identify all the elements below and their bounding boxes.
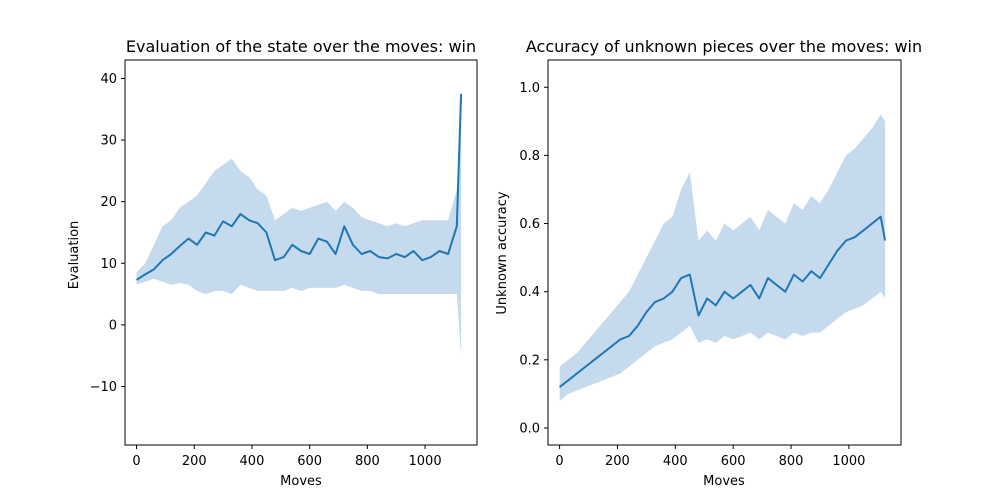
accuracy-x-tick-label: 1000 <box>832 454 865 469</box>
accuracy-chart-title: Accuracy of unknown pieces over the move… <box>526 37 922 56</box>
accuracy-y-tick-label: 0.0 <box>519 421 540 436</box>
accuracy-x-tick-label: 600 <box>721 454 746 469</box>
accuracy-x-tick-label: 200 <box>605 454 630 469</box>
accuracy-y-tick-label: 0.6 <box>519 217 540 232</box>
evaluation-x-tick-label: 400 <box>240 454 265 469</box>
evaluation-y-tick-label: 40 <box>100 72 117 87</box>
evaluation-x-tick-label: 800 <box>355 454 380 469</box>
accuracy-plot-area: 0 200 400 600 800 1000 0.0 0.2 0.4 0.6 0.8 1.0 <box>519 59 902 469</box>
accuracy-confidence-band <box>559 114 886 401</box>
evaluation-chart-title: Evaluation of the state over the moves: … <box>126 37 476 56</box>
evaluation-y-axis-label: Evaluation <box>67 221 82 290</box>
accuracy-axes-frame <box>547 59 902 446</box>
evaluation-chart: Evaluation of the state over the moves: … <box>67 37 478 489</box>
evaluation-x-tick-label: 0 <box>132 454 140 469</box>
accuracy-y-axis-label: Unknown accuracy <box>495 191 510 314</box>
accuracy-x-axis-label: Moves <box>703 474 745 489</box>
evaluation-y-tick-label: 20 <box>100 195 117 210</box>
accuracy-y-tick-label: 0.2 <box>519 353 540 368</box>
evaluation-x-tick-label: 600 <box>297 454 322 469</box>
evaluation-x-axis-label: Moves <box>280 474 322 489</box>
accuracy-x-tick-label: 400 <box>663 454 688 469</box>
evaluation-series-line <box>135 93 463 281</box>
evaluation-x-tick-label: 1000 <box>409 454 442 469</box>
evaluation-y-tick-label: 30 <box>100 134 117 149</box>
evaluation-y-tick-label: −10 <box>90 380 117 395</box>
evaluation-axes-frame <box>124 59 478 446</box>
evaluation-x-tick-label: 200 <box>182 454 207 469</box>
accuracy-y-tick-label: 1.0 <box>519 81 540 96</box>
accuracy-y-tick-label: 0.8 <box>519 149 540 164</box>
evaluation-plot-area: 0 200 400 600 800 1000 −10 0 10 20 30 40 <box>90 59 478 469</box>
accuracy-series-line <box>558 215 887 388</box>
accuracy-y-tick-label: 0.4 <box>519 285 540 300</box>
accuracy-x-tick-label: 0 <box>555 454 563 469</box>
evaluation-y-tick-label: 0 <box>109 318 117 333</box>
accuracy-x-tick-label: 800 <box>779 454 804 469</box>
accuracy-chart: Accuracy of unknown pieces over the move… <box>495 37 922 489</box>
evaluation-y-tick-label: 10 <box>100 257 117 272</box>
evaluation-confidence-band <box>136 90 462 356</box>
